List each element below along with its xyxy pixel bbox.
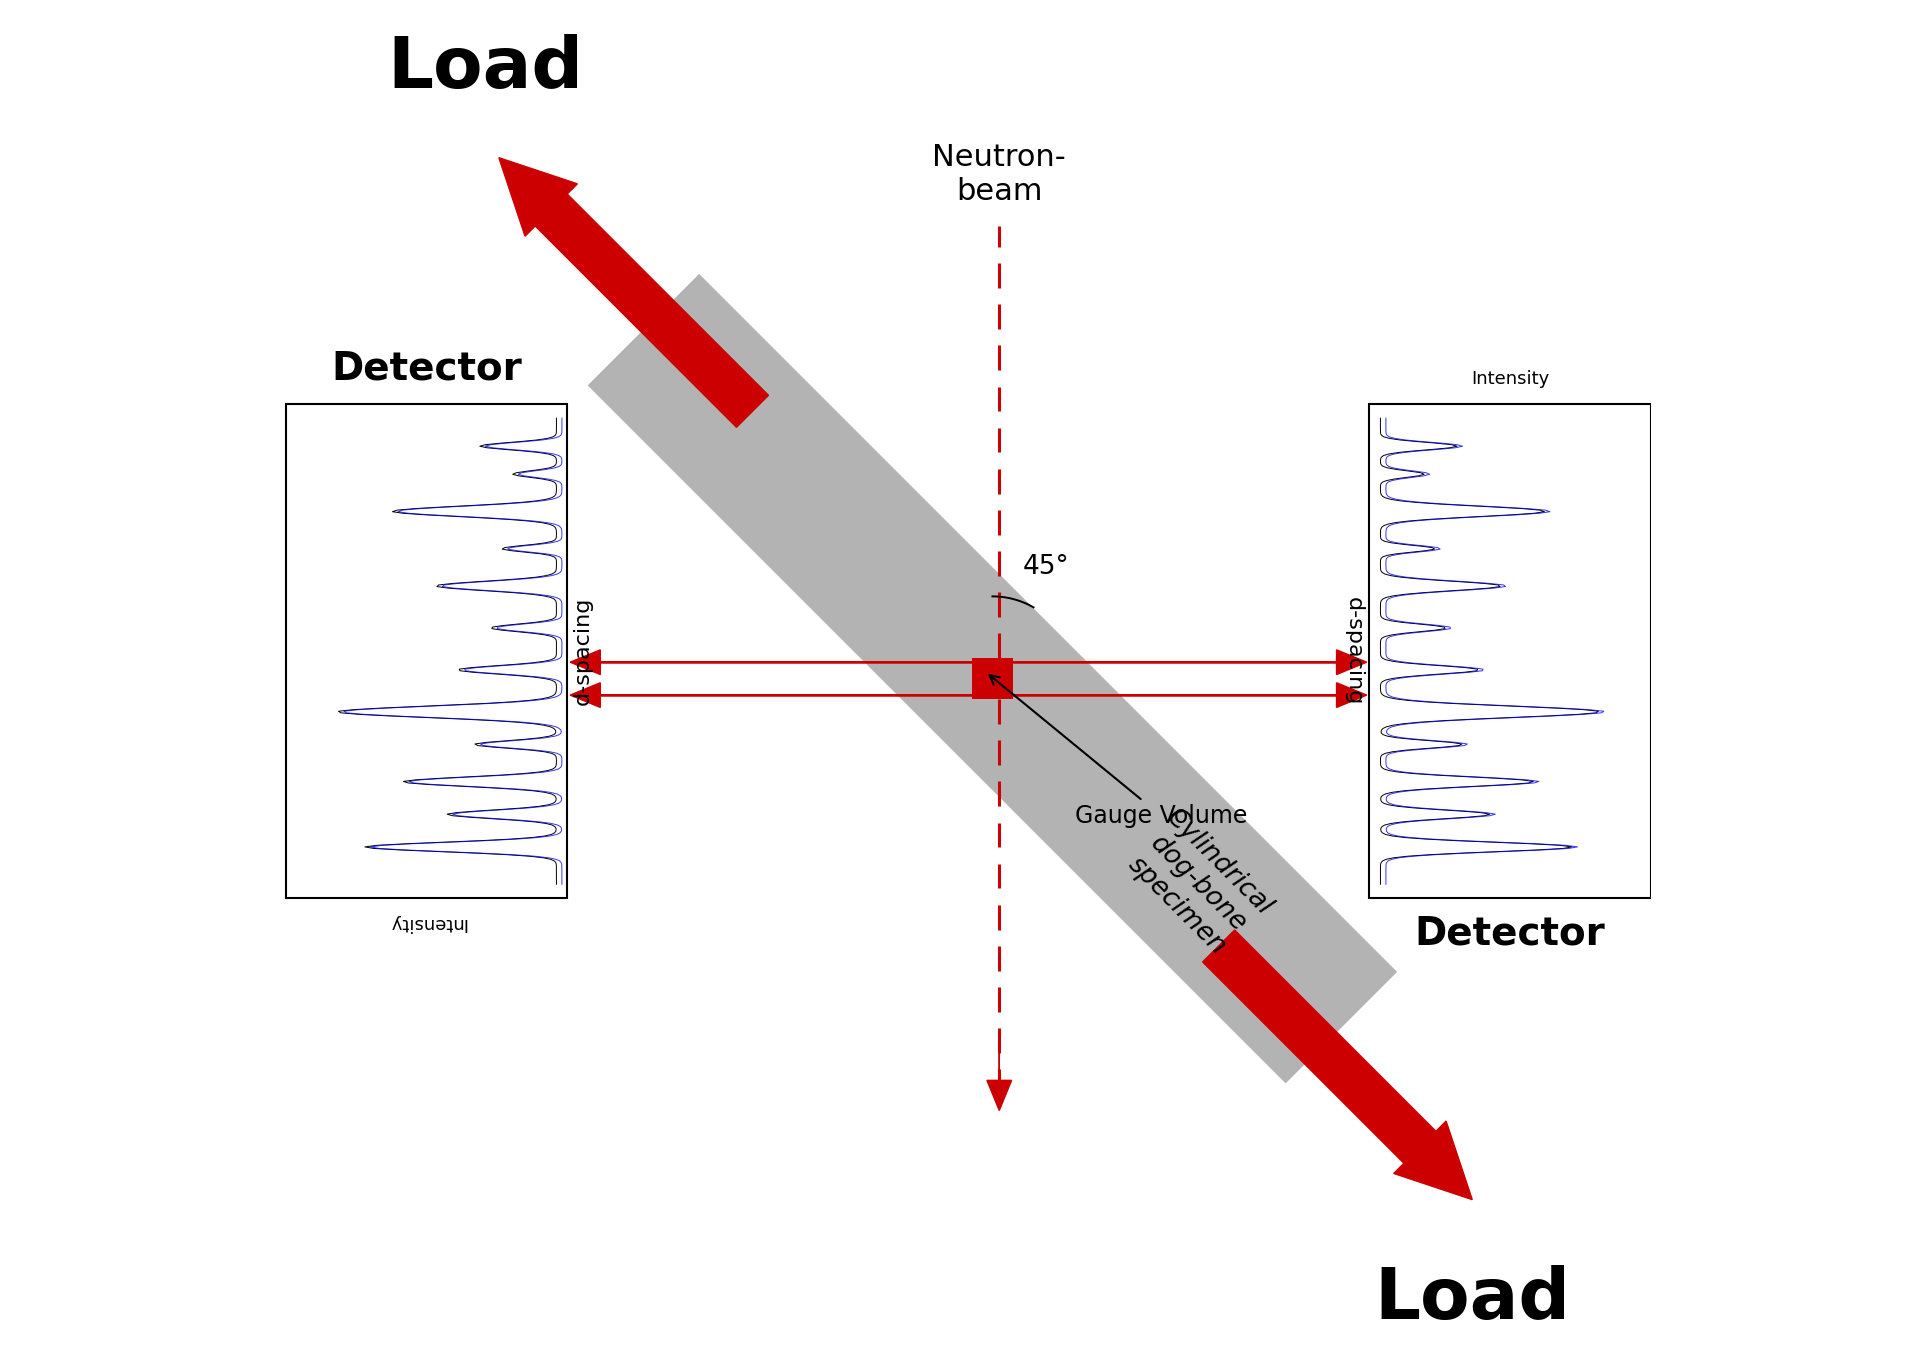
Text: Neutron-
beam: Neutron- beam xyxy=(932,143,1065,206)
Polygon shape xyxy=(587,274,1397,1083)
Bar xyxy=(973,658,1013,699)
Text: Gauge Volume: Gauge Volume xyxy=(990,675,1247,828)
Text: Load: Load xyxy=(388,34,583,103)
Bar xyxy=(1370,404,1650,898)
Polygon shape xyxy=(569,650,973,675)
Text: Cylindrical
dog-bone
specimen: Cylindrical dog-bone specimen xyxy=(1119,805,1278,964)
Polygon shape xyxy=(1202,930,1473,1200)
Polygon shape xyxy=(498,158,768,428)
Text: d-spacing: d-spacing xyxy=(573,596,593,706)
Text: d-spacing: d-spacing xyxy=(1343,596,1365,706)
Bar xyxy=(286,404,567,898)
Text: Intensity: Intensity xyxy=(1471,370,1550,388)
Polygon shape xyxy=(569,683,973,707)
Polygon shape xyxy=(986,1049,1011,1111)
Text: Load: Load xyxy=(1374,1265,1571,1334)
Text: 45°: 45° xyxy=(1023,554,1069,580)
Polygon shape xyxy=(1013,650,1366,675)
Polygon shape xyxy=(1013,683,1366,707)
Text: Intensity: Intensity xyxy=(388,914,465,932)
Text: Detector: Detector xyxy=(332,350,523,388)
Text: Detector: Detector xyxy=(1415,914,1606,953)
